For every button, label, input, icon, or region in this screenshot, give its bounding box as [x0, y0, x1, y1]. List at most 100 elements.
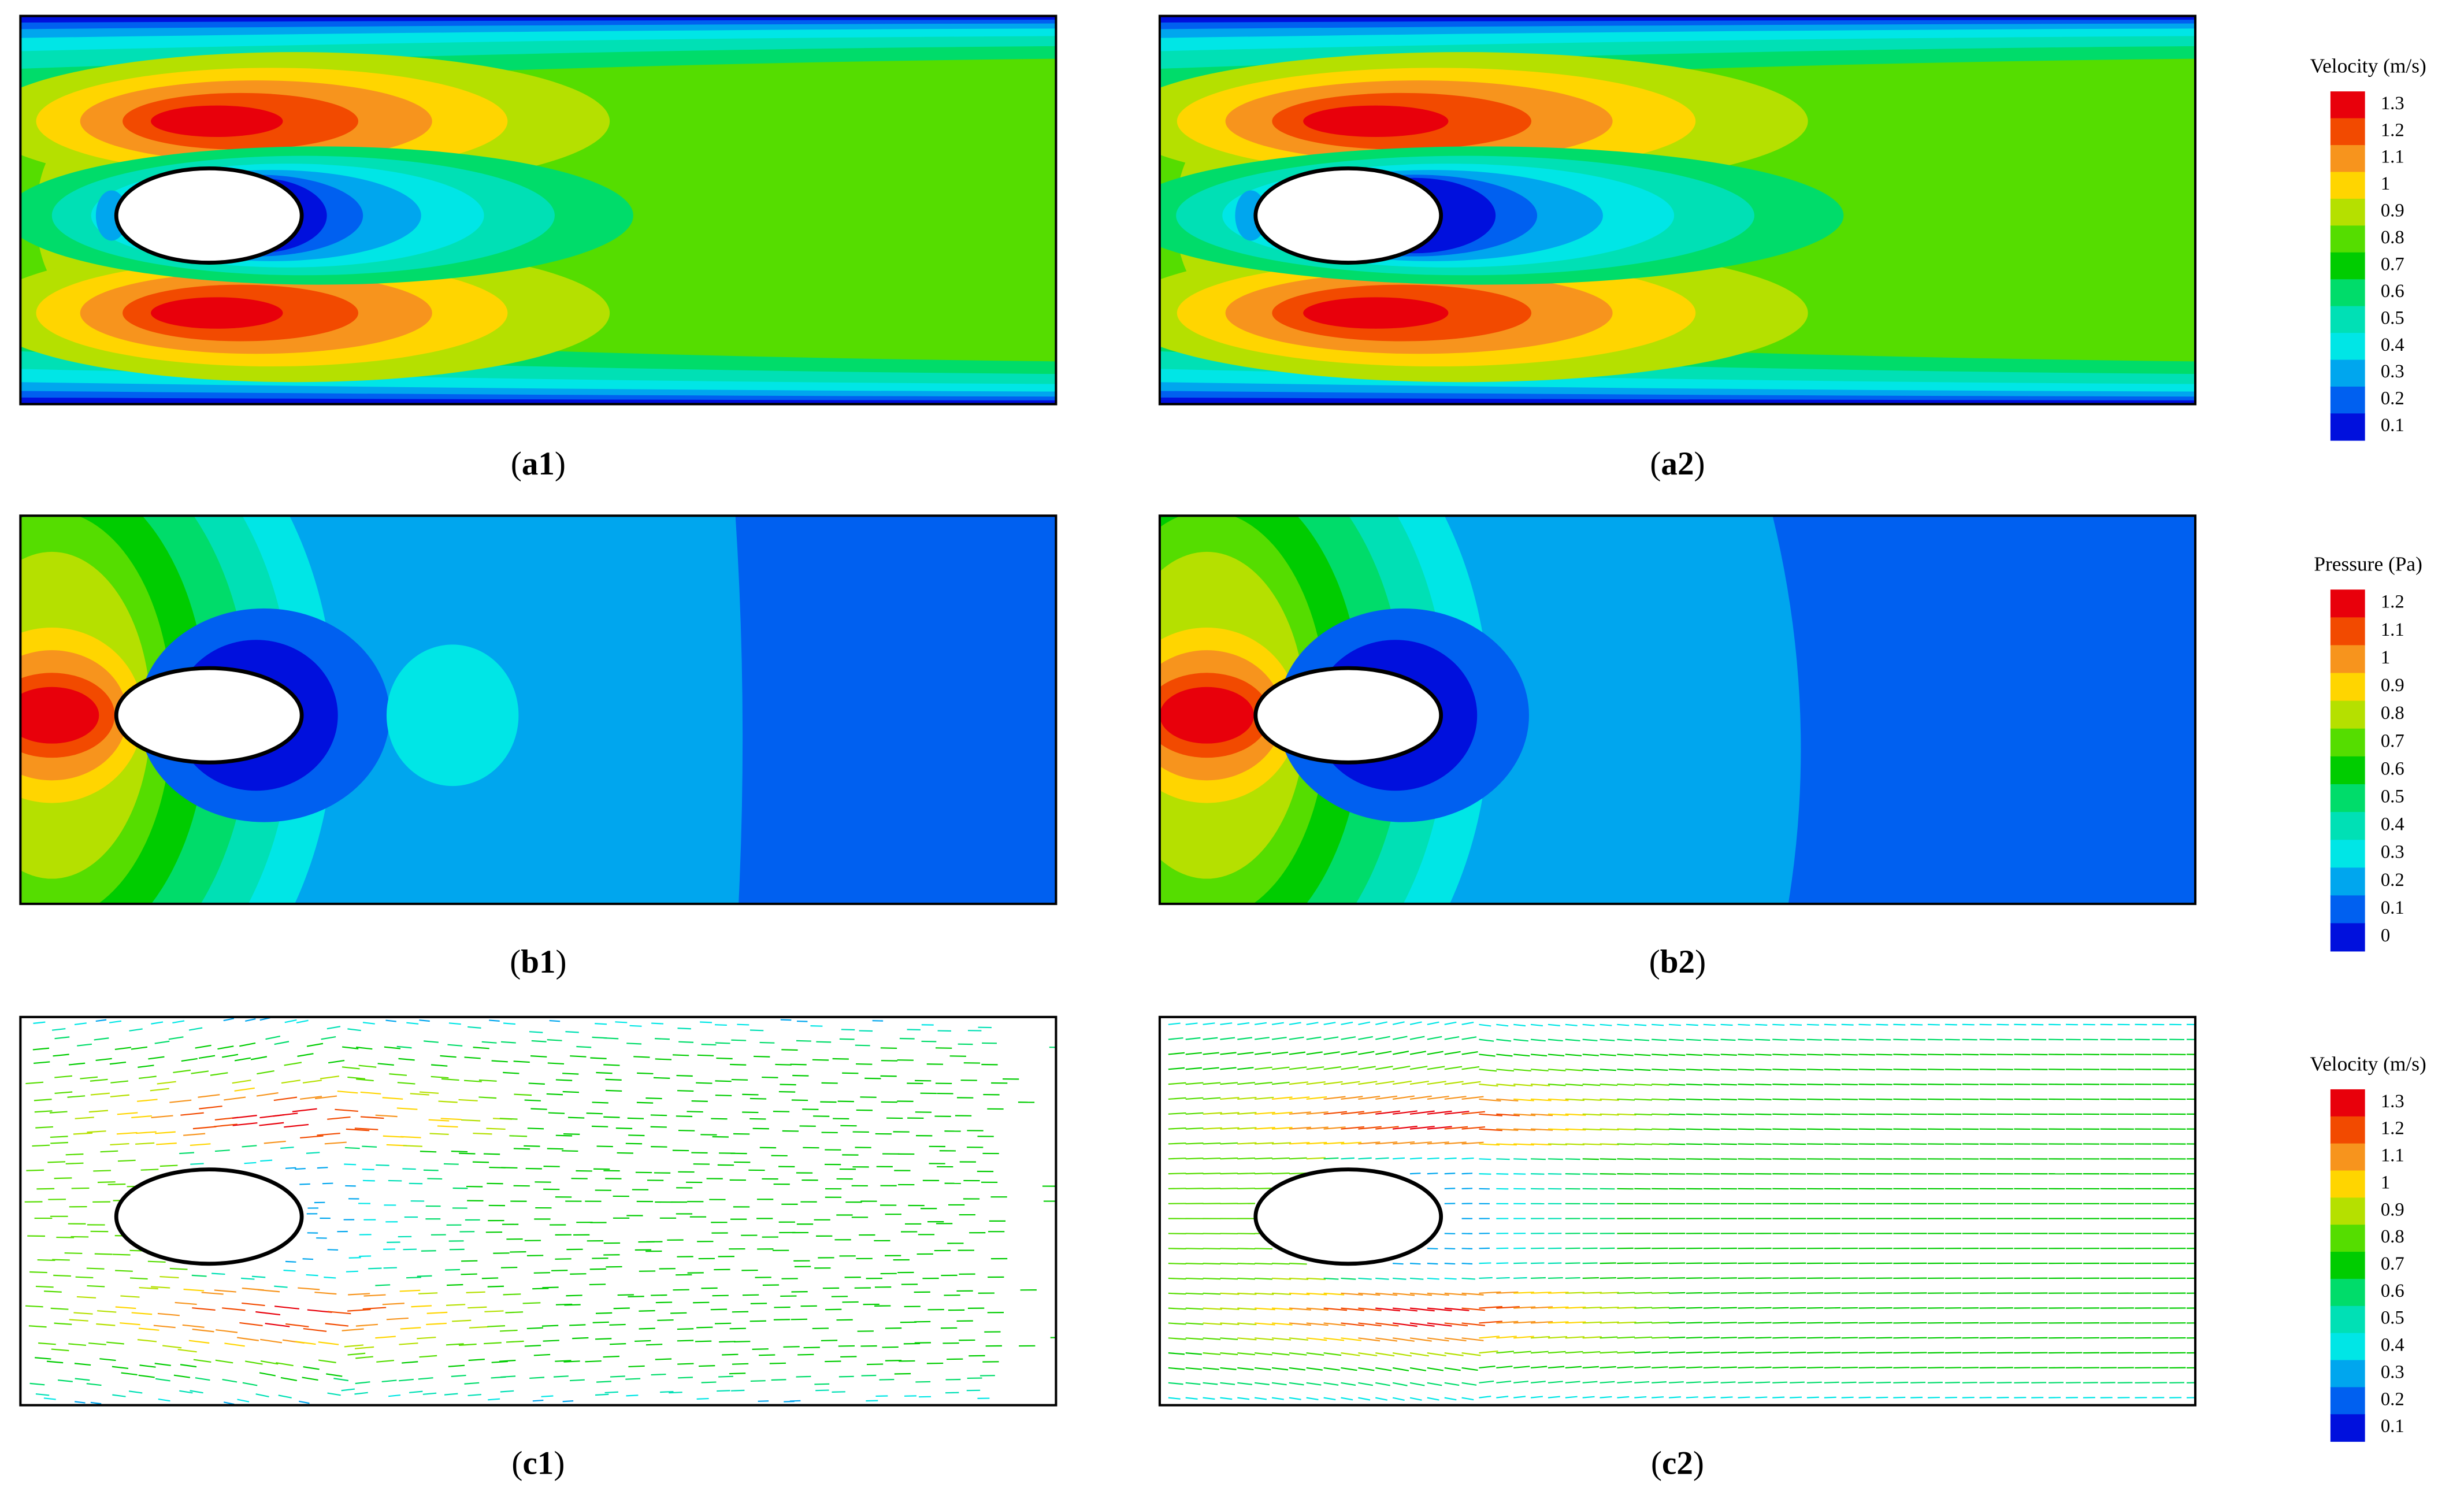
velocity-vector	[1341, 1021, 1353, 1025]
velocity-vector	[1997, 1367, 2013, 1369]
velocity-vector	[302, 1377, 318, 1381]
velocity-vector	[1634, 1113, 1653, 1116]
velocity-vector	[1393, 1307, 1417, 1312]
velocity-vector	[464, 1382, 480, 1385]
velocity-vector	[298, 1287, 320, 1290]
velocity-vector	[1409, 1263, 1421, 1265]
wall-band	[1159, 16, 2195, 23]
velocity-vector	[478, 1079, 497, 1082]
velocity-vector	[1530, 1320, 1553, 1324]
velocity-vector	[1548, 1292, 1569, 1294]
velocity-vector	[1255, 1188, 1272, 1190]
velocity-vector	[418, 1377, 433, 1380]
velocity-vector	[25, 1081, 44, 1085]
panel-label-part: (	[510, 944, 521, 980]
wall-band	[1159, 397, 2195, 405]
velocity-vector	[669, 1392, 682, 1394]
velocity-vector	[201, 1292, 224, 1295]
legend-swatch	[2330, 1360, 2365, 1388]
velocity-vector	[1703, 1069, 1720, 1071]
legend-tick-label: 0.6	[2381, 281, 2404, 302]
velocity-vector	[464, 1056, 481, 1059]
velocity-vector	[1910, 1098, 1927, 1100]
panel-frame	[19, 1015, 1057, 1407]
velocity-vector	[1185, 1397, 1198, 1400]
velocity-vector	[1203, 1082, 1221, 1085]
velocity-vector	[1600, 1321, 1619, 1324]
velocity-vector	[411, 1305, 432, 1308]
velocity-vector	[1806, 1054, 1824, 1056]
velocity-vector	[1168, 1337, 1186, 1340]
velocity-vector	[1841, 1352, 1858, 1354]
velocity-vector	[431, 1075, 449, 1079]
velocity-vector	[354, 1127, 378, 1130]
velocity-vector	[1824, 1084, 1841, 1086]
velocity-vector	[1582, 1069, 1599, 1071]
panel-frame	[19, 14, 1057, 406]
velocity-vector	[224, 1096, 246, 1101]
velocity-vector	[1858, 1084, 1875, 1085]
velocity-vector	[1893, 1381, 1909, 1383]
panel-label-part: (	[1651, 1445, 1662, 1482]
velocity-vector	[1203, 1052, 1219, 1055]
velocity-vector	[585, 1360, 602, 1363]
velocity-vector	[1168, 1158, 1186, 1160]
velocity-vector	[1772, 1366, 1789, 1369]
velocity-vector	[1392, 1352, 1412, 1357]
velocity-vector	[155, 1378, 170, 1382]
panel	[1158, 14, 2197, 406]
velocity-vector	[1409, 1352, 1429, 1357]
velocity-vector	[1755, 1337, 1772, 1339]
velocity-vector	[1203, 1382, 1218, 1385]
velocity-vector	[1530, 1366, 1548, 1369]
legend-swatch	[2330, 1225, 2365, 1252]
velocity-vector	[1582, 1366, 1599, 1369]
velocity-vector	[1479, 1054, 1496, 1057]
velocity-vector	[1962, 1367, 1979, 1369]
velocity-vector	[324, 1141, 347, 1145]
velocity-vector	[1530, 1098, 1552, 1101]
velocity-vector	[1928, 1054, 1945, 1056]
velocity-vector	[273, 1112, 298, 1117]
velocity-vector	[1341, 1277, 1356, 1280]
velocity-vector	[1910, 1381, 1926, 1383]
velocity-vector	[628, 1365, 645, 1368]
velocity-vector	[1271, 1111, 1293, 1115]
velocity-vector	[1341, 1111, 1364, 1115]
velocity-vector	[771, 1379, 786, 1381]
velocity-vector	[1548, 1366, 1565, 1369]
velocity-vector	[499, 1118, 518, 1120]
velocity-vector	[1461, 1382, 1477, 1386]
velocity-vector	[1634, 1351, 1651, 1354]
velocity-vector	[1341, 1292, 1363, 1296]
velocity-vector	[210, 1072, 228, 1076]
velocity-vector	[1203, 1037, 1218, 1040]
velocity-vector	[1703, 1351, 1720, 1354]
velocity-vector	[1806, 1352, 1824, 1354]
velocity-vector	[524, 1099, 541, 1101]
velocity-vector	[131, 1312, 153, 1315]
velocity-vector	[1203, 1142, 1221, 1145]
velocity-vector	[1168, 1292, 1186, 1295]
velocity-vector	[1790, 1381, 1805, 1383]
velocity-vector	[180, 1112, 204, 1116]
velocity-vector	[1945, 1069, 1962, 1071]
panel	[19, 1015, 1057, 1407]
velocity-vector	[1668, 1262, 1686, 1264]
panel-label-part: (	[1650, 446, 1661, 482]
velocity-vector	[1168, 1277, 1186, 1280]
velocity-vector	[1220, 1337, 1238, 1340]
velocity-vector	[74, 1363, 91, 1366]
velocity-vector	[1375, 1352, 1395, 1357]
velocity-vector	[1168, 1307, 1186, 1310]
velocity-vector	[1582, 1321, 1602, 1324]
velocity-vector	[1203, 1337, 1221, 1340]
velocity-vector	[1496, 1054, 1513, 1057]
velocity-vector	[592, 1101, 608, 1104]
velocity-vector	[1185, 1173, 1204, 1175]
velocity-vector	[257, 1070, 274, 1075]
velocity-vector	[1824, 1098, 1841, 1100]
velocity-vector	[1806, 1381, 1822, 1383]
velocity-vector	[151, 1021, 164, 1025]
velocity-vector	[1392, 1382, 1408, 1386]
